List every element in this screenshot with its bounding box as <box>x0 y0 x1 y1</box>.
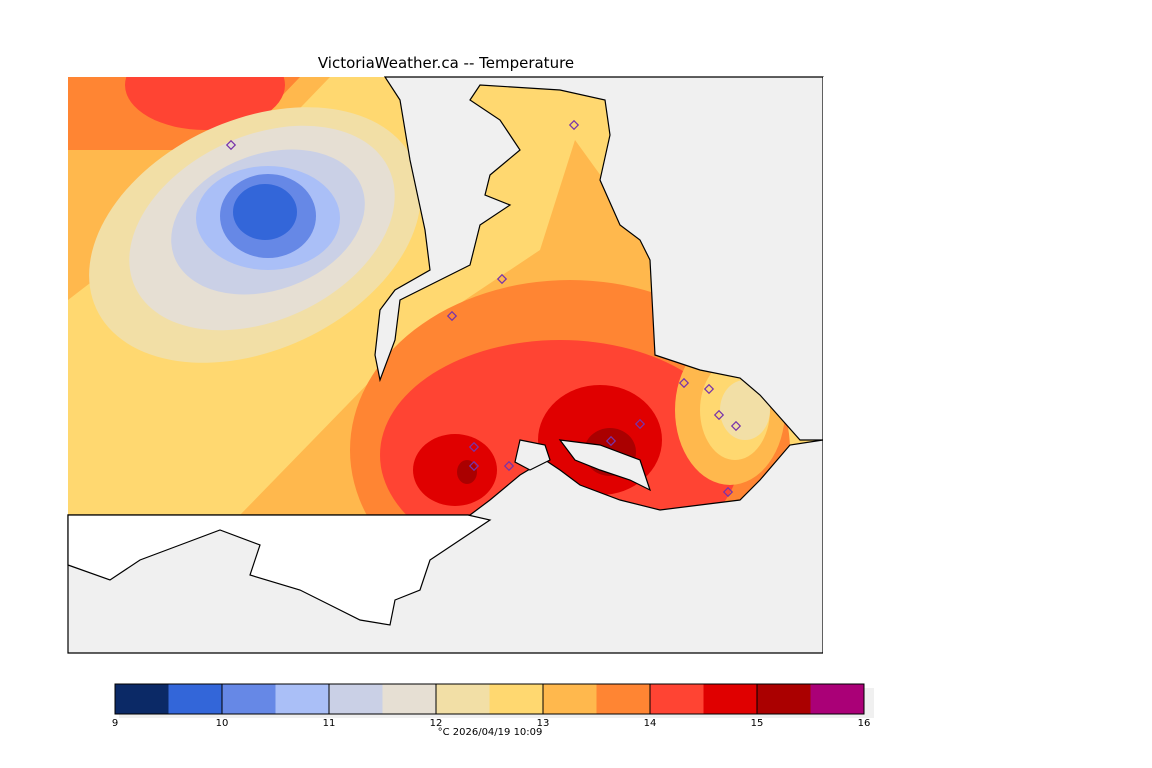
colorbar-tick-label: 12 <box>430 718 443 729</box>
land-olympic-peninsula <box>67 514 492 626</box>
contour-14-5-west <box>413 434 497 506</box>
colorbar-segment <box>115 684 169 714</box>
contour-15-west <box>457 460 477 484</box>
colorbar-tick-label: 9 <box>112 718 118 729</box>
station-marker[interactable] <box>446 310 458 322</box>
station-marker[interactable] <box>678 377 690 389</box>
weather-stations <box>225 119 742 498</box>
colorbar-segment <box>757 684 811 714</box>
colorbar-units-timestamp: °C 2026/04/19 10:09 <box>437 727 543 738</box>
station-marker[interactable] <box>722 486 734 498</box>
colorbar-tick-label: 10 <box>216 718 229 729</box>
station-marker[interactable] <box>225 139 237 151</box>
colorbar-segment <box>329 684 383 714</box>
colorbar-segment <box>703 684 757 714</box>
colorbar-tick-label: 15 <box>751 718 764 729</box>
chart-title: VictoriaWeather.ca -- Temperature <box>317 54 575 72</box>
colorbar-segment <box>543 684 597 714</box>
station-marker[interactable] <box>568 119 580 131</box>
colorbar-segment <box>810 684 864 714</box>
colorbar <box>114 683 865 715</box>
contour-9-5 <box>233 184 297 240</box>
colorbar-segment <box>436 684 490 714</box>
station-marker[interactable] <box>503 460 515 472</box>
station-marker[interactable] <box>634 418 646 430</box>
sea-north-east <box>374 76 824 441</box>
temperature-field <box>68 77 823 515</box>
colorbar-segment <box>596 684 650 714</box>
station-marker[interactable] <box>605 435 617 447</box>
colorbar-tick-label: 16 <box>858 718 871 729</box>
colorbar-segment <box>168 684 222 714</box>
colorbar-tick-label: 11 <box>323 718 336 729</box>
station-marker[interactable] <box>730 420 742 432</box>
colorbar-segment <box>275 684 329 714</box>
colorbar-tick-label: 13 <box>537 718 550 729</box>
station-marker[interactable] <box>496 273 508 285</box>
colorbar-segment <box>222 684 276 714</box>
station-marker[interactable] <box>713 409 725 421</box>
right-margin <box>823 77 1152 677</box>
colorbar-segment <box>650 684 704 714</box>
harbour <box>558 439 652 492</box>
colorbar-segment <box>489 684 543 714</box>
station-marker[interactable] <box>468 441 480 453</box>
station-marker[interactable] <box>703 383 715 395</box>
colorbar-tick-label: 14 <box>644 718 657 729</box>
colorbar-segment <box>382 684 436 714</box>
station-marker[interactable] <box>468 460 480 472</box>
harbour-west <box>514 439 551 471</box>
